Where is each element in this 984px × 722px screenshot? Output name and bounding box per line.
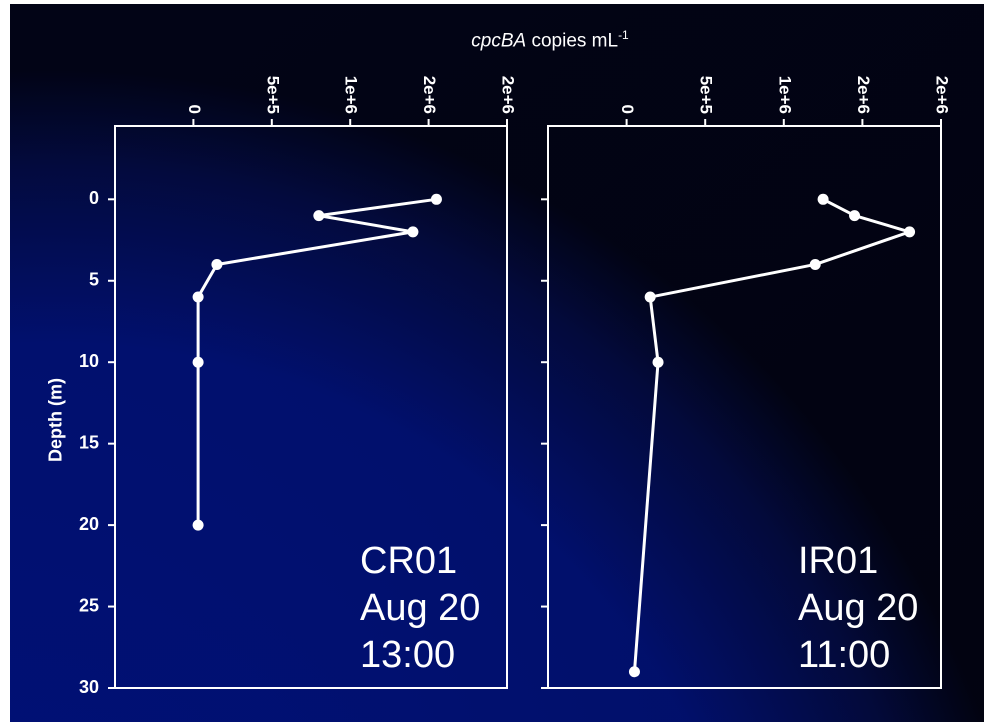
x-tick-label: 0 (185, 105, 204, 114)
x-tick-label: 1e+6 (342, 76, 361, 114)
date-label: Aug 20 (798, 587, 919, 629)
data-point (407, 226, 419, 238)
data-point (849, 210, 861, 222)
panel-annotation-ir01: IR01 Aug 20 11:00 (798, 538, 918, 679)
panel-frame (547, 125, 942, 689)
station-label: CR01 (360, 540, 458, 582)
y-tick-label: 30 (79, 677, 99, 697)
x-tick-label: 1e+6 (775, 76, 794, 114)
data-point (904, 226, 916, 238)
x-tick-label: 2e+6 (933, 76, 952, 114)
x-tick-label: 2e+6 (854, 76, 873, 114)
data-point (644, 291, 656, 303)
y-tick-label: 0 (89, 188, 99, 208)
panel-annotation-cr01: CR01 Aug 20 13:00 (360, 538, 480, 679)
y-tick-label: 20 (79, 514, 99, 534)
panel-cr01: 0 5e+5 1e+6 2e+6 2e+6 0 5 10 15 20 25 30 (79, 76, 518, 697)
data-point (628, 666, 640, 678)
data-point (192, 291, 204, 303)
data-point (817, 193, 829, 205)
data-point (192, 356, 204, 368)
date-label: Aug 20 (360, 587, 481, 629)
data-point (430, 193, 442, 205)
panel-ir01: 0 5e+5 1e+6 2e+6 2e+6 (541, 76, 952, 689)
data-point (809, 258, 821, 270)
station-label: IR01 (798, 540, 879, 582)
data-point (652, 356, 664, 368)
x-tick-label: 2e+6 (499, 76, 518, 114)
x-tick-label: 5e+5 (263, 76, 282, 114)
data-point (192, 519, 204, 531)
y-tick-label: 10 (79, 351, 99, 371)
y-axis-label: Depth (m) (45, 378, 66, 462)
x-tick-label: 2e+6 (420, 76, 439, 114)
time-label: 11:00 (798, 634, 891, 676)
y-tick-label: 5 (89, 270, 99, 290)
x-axis-label: cpcBA copies mL-1 (471, 28, 629, 52)
x-tick-label: 5e+5 (697, 76, 716, 114)
y-tick-label: 25 (79, 595, 99, 615)
x-tick-label: 0 (618, 105, 637, 114)
time-label: 13:00 (360, 634, 456, 676)
panel-frame (114, 125, 508, 689)
data-point (313, 210, 325, 222)
y-tick-label: 15 (79, 432, 99, 452)
background-glow (10, 4, 984, 722)
data-point (211, 258, 223, 270)
